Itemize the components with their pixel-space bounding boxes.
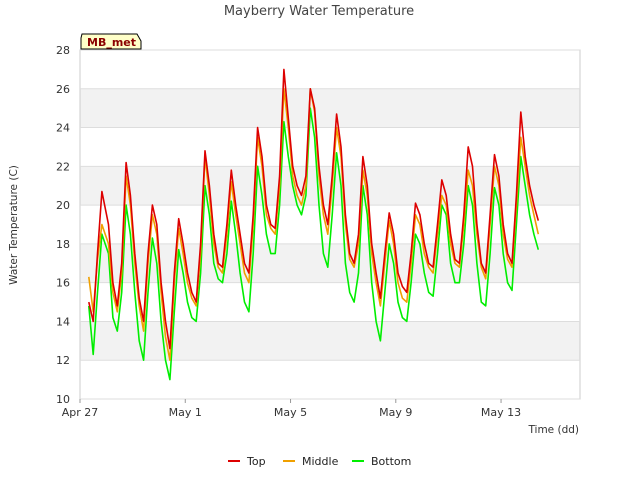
x-tick-label: May 1 [169, 406, 202, 419]
plot-band [80, 360, 580, 399]
legend-label-middle: Middle [302, 455, 339, 468]
series-lines [88, 68, 540, 381]
x-axis-label: Time (dd) [527, 424, 579, 436]
x-tick-label: May 13 [481, 406, 521, 419]
x-tick-label: Apr 27 [62, 406, 99, 419]
y-tick-label: 26 [56, 83, 70, 96]
chart-title: Mayberry Water Temperature [224, 4, 414, 19]
series-line-top [88, 68, 540, 350]
station-badge-label: MB_met [87, 36, 136, 49]
x-tick-label: May 5 [274, 406, 307, 419]
legend-label-top: Top [246, 455, 266, 468]
y-tick-label: 24 [56, 122, 70, 135]
y-tick-label: 14 [56, 315, 70, 328]
y-tick-label: 22 [56, 160, 70, 173]
x-tick-label: May 9 [379, 406, 412, 419]
plot-band [80, 282, 580, 322]
y-axis-label: Water Temperature (C) [8, 165, 20, 285]
y-tick-label: 18 [56, 238, 70, 251]
legend: Top Middle Bottom [228, 455, 411, 468]
y-tick-label: 12 [56, 354, 70, 367]
plot-area [79, 49, 581, 400]
y-axis-ticks: 10 12 14 16 18 20 22 24 26 28 [56, 44, 70, 406]
series-line-bottom [88, 107, 540, 381]
plot-band [80, 127, 580, 167]
plot-band [80, 88, 580, 128]
y-tick-label: 10 [56, 393, 70, 406]
plot-band [80, 50, 580, 89]
legend-label-bottom: Bottom [371, 455, 411, 468]
y-tick-label: 20 [56, 199, 70, 212]
x-axis-ticks: Apr 27 May 1 May 5 May 9 May 13 [62, 399, 521, 419]
station-badge-box [80, 33, 142, 50]
y-tick-label: 16 [56, 277, 70, 290]
station-badge: MB_met [80, 33, 142, 50]
y-tick-label: 28 [56, 44, 70, 57]
plot-band [80, 321, 580, 361]
